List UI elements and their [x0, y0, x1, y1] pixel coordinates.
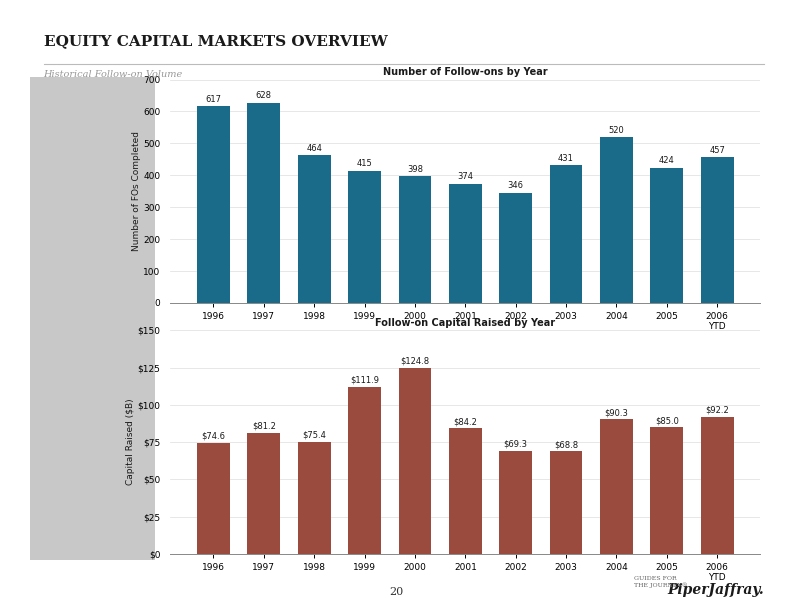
Y-axis label: Capital Raised ($B): Capital Raised ($B) — [126, 399, 135, 485]
Text: GUIDES FOR
THE JOURNEY®: GUIDES FOR THE JOURNEY® — [634, 576, 687, 588]
Bar — [550, 452, 582, 554]
Text: 20: 20 — [389, 587, 403, 597]
Bar — [298, 442, 330, 554]
Bar — [499, 450, 532, 554]
Bar — [701, 417, 733, 554]
Bar — [499, 193, 532, 303]
Text: $69.3: $69.3 — [504, 439, 527, 449]
Text: $81.2: $81.2 — [252, 422, 276, 431]
Bar — [398, 176, 432, 303]
Title: Number of Follow-ons by Year: Number of Follow-ons by Year — [383, 67, 547, 77]
Bar — [348, 387, 381, 554]
Bar — [550, 165, 582, 303]
Text: 431: 431 — [558, 154, 574, 163]
Text: 628: 628 — [256, 91, 272, 100]
Text: $84.2: $84.2 — [453, 417, 478, 426]
Text: $92.2: $92.2 — [705, 405, 729, 414]
Text: 346: 346 — [508, 181, 524, 190]
Text: $90.3: $90.3 — [604, 408, 628, 417]
Bar — [298, 155, 330, 303]
Bar — [449, 184, 482, 303]
Text: Historical Follow-on Volume: Historical Follow-on Volume — [44, 70, 183, 80]
Text: 617: 617 — [205, 95, 222, 104]
Y-axis label: Number of FOs Completed: Number of FOs Completed — [131, 131, 140, 252]
Bar — [650, 427, 683, 554]
Bar — [600, 419, 633, 554]
Bar — [197, 442, 230, 554]
Text: 415: 415 — [356, 159, 372, 168]
Text: 424: 424 — [659, 157, 675, 165]
Title: Follow-on Capital Raised by Year: Follow-on Capital Raised by Year — [375, 318, 555, 328]
Bar — [449, 428, 482, 554]
Text: $75.4: $75.4 — [303, 430, 326, 439]
Bar — [197, 106, 230, 303]
Bar — [247, 103, 280, 303]
Text: $85.0: $85.0 — [655, 416, 679, 425]
Bar — [398, 368, 432, 554]
Text: 398: 398 — [407, 165, 423, 174]
Text: $68.8: $68.8 — [554, 440, 578, 449]
Text: 464: 464 — [307, 144, 322, 152]
Text: $74.6: $74.6 — [201, 431, 226, 441]
Text: 374: 374 — [457, 173, 474, 181]
Text: $111.9: $111.9 — [350, 376, 379, 385]
Bar — [348, 171, 381, 303]
Text: 520: 520 — [608, 126, 624, 135]
Bar — [650, 168, 683, 303]
Bar — [600, 137, 633, 303]
Text: EQUITY CAPITAL MARKETS OVERVIEW: EQUITY CAPITAL MARKETS OVERVIEW — [44, 34, 387, 48]
Bar — [247, 433, 280, 554]
Text: $124.8: $124.8 — [401, 357, 429, 366]
Bar — [701, 157, 733, 303]
Text: PiperJaffray.: PiperJaffray. — [668, 583, 764, 597]
Text: 457: 457 — [709, 146, 725, 155]
